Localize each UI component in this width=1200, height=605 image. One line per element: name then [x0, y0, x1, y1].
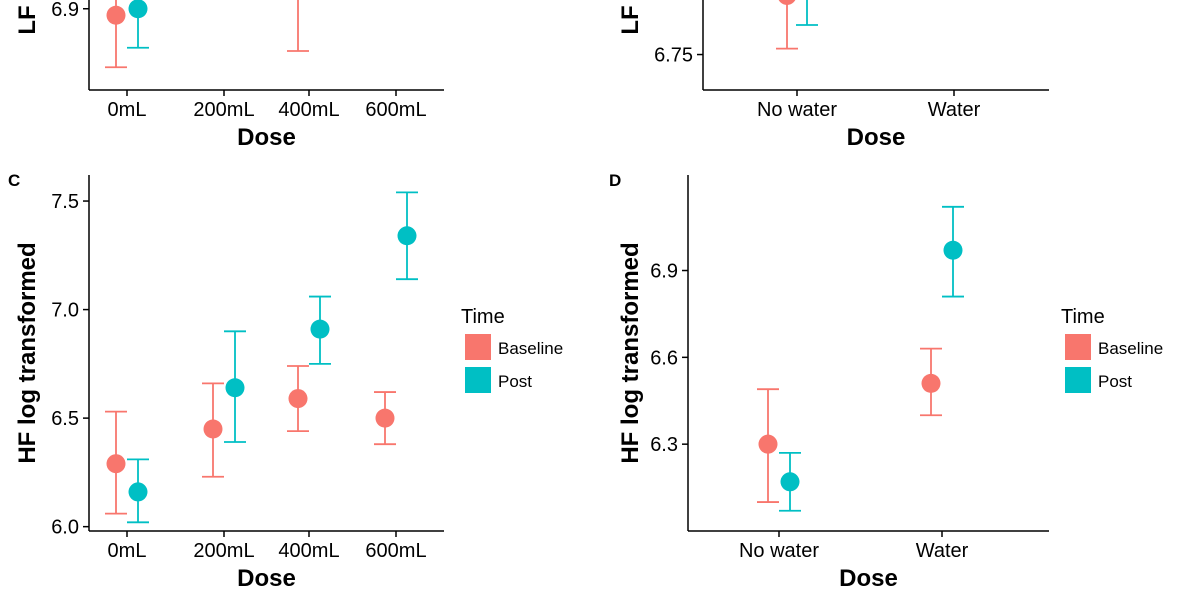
x-tick-label: 400mL	[278, 99, 339, 121]
panel-top-1: 6.75 No water Water Dose LF	[617, 0, 1049, 151]
data-point-post	[310, 319, 330, 339]
data-point-post	[943, 240, 963, 260]
x-tick-label: 200mL	[193, 99, 254, 121]
data-point-baseline	[375, 408, 395, 428]
legend-swatch	[465, 334, 491, 360]
data-point-baseline	[288, 389, 308, 409]
y-axis-title: HF log transformed	[14, 242, 41, 463]
x-tick-label: 0mL	[108, 540, 147, 562]
y-tick-label: 6.3	[650, 434, 678, 456]
panel-top-0: 6.9 0mL 200mL 400mL 600mL Dose LF	[14, 0, 444, 151]
data-point-baseline	[758, 434, 778, 454]
x-tick-label: 400mL	[278, 540, 339, 562]
legend-title: Time	[461, 306, 505, 328]
y-tick-label: 6.6	[650, 347, 678, 369]
legend-swatch	[465, 367, 491, 393]
y-tick-label: 6.75	[654, 45, 693, 67]
y-tick-label: 6.9	[51, 0, 79, 21]
data-point-baseline	[106, 454, 126, 474]
y-tick-label: 7.0	[51, 300, 79, 322]
x-axis-title: Dose	[839, 565, 898, 592]
x-axis-title: Dose	[237, 565, 296, 592]
legend-swatch	[1065, 367, 1091, 393]
panel-C: 6.0 6.5 7.0 7.5 0mL 200mL 400mL 600mL Dose HF log…	[8, 171, 563, 592]
data-point-baseline	[778, 0, 796, 5]
legend-entry-post: Post	[498, 372, 532, 391]
panel-label: C	[8, 171, 20, 190]
panel-label: D	[609, 171, 621, 190]
legend-entry-baseline: Baseline	[1098, 339, 1163, 358]
panel-D: 6.3 6.6 6.9 No water Water Dose HF log transfo…	[609, 171, 1163, 592]
data-point-post	[128, 0, 148, 19]
data-point-post	[397, 226, 417, 246]
x-tick-label: Water	[916, 540, 969, 562]
legend: Time Baseline Post	[461, 306, 563, 393]
data-point-baseline	[921, 373, 941, 393]
x-tick-label: Water	[928, 99, 981, 121]
y-axis-title: HF log transformed	[617, 242, 644, 463]
y-tick-label: 7.5	[51, 191, 79, 213]
x-tick-label: 200mL	[193, 540, 254, 562]
legend-title: Time	[1061, 306, 1105, 328]
x-tick-label: 0mL	[108, 99, 147, 121]
legend: Time Baseline Post	[1061, 306, 1163, 393]
data-point-baseline	[106, 5, 126, 25]
data-point-post	[225, 378, 245, 398]
x-tick-label: 600mL	[365, 540, 426, 562]
y-axis-title: LF	[617, 5, 644, 34]
legend-entry-baseline: Baseline	[498, 339, 563, 358]
x-axis-title: Dose	[237, 124, 296, 151]
x-axis-title: Dose	[847, 124, 906, 151]
y-axis-title: LF	[14, 5, 41, 34]
y-tick-label: 6.5	[51, 408, 79, 430]
x-tick-label: No water	[739, 540, 819, 562]
y-tick-label: 6.0	[51, 517, 79, 539]
y-tick-label: 6.9	[650, 261, 678, 283]
data-point-post	[128, 482, 148, 502]
legend-swatch	[1065, 334, 1091, 360]
data-point-baseline	[203, 419, 223, 439]
data-point-post	[780, 472, 800, 492]
legend-entry-post: Post	[1098, 372, 1132, 391]
x-tick-label: No water	[757, 99, 837, 121]
x-tick-label: 600mL	[365, 99, 426, 121]
